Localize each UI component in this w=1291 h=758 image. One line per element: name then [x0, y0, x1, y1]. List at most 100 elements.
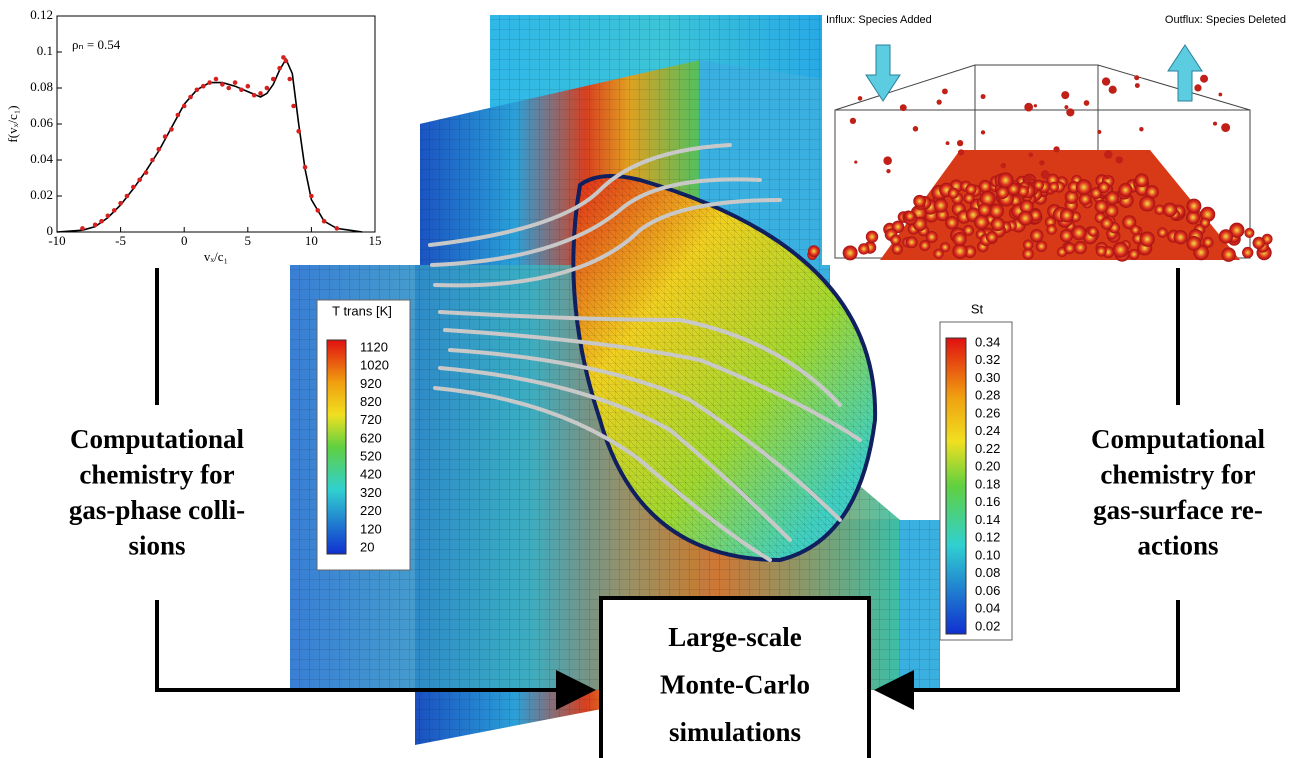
particle	[1018, 211, 1033, 226]
y-tick-label: 0.1	[37, 43, 53, 58]
data-point	[99, 219, 104, 224]
data-point	[252, 93, 257, 98]
data-point	[188, 95, 193, 100]
left-box-line: sions	[128, 531, 185, 561]
particle	[1221, 123, 1230, 132]
particle	[981, 130, 985, 134]
particle	[1064, 105, 1068, 109]
colorbar-label: 320	[360, 485, 382, 500]
particle	[1041, 170, 1050, 179]
particle	[1074, 241, 1087, 254]
data-point	[207, 80, 212, 85]
particle	[1242, 247, 1253, 258]
data-point	[169, 127, 174, 132]
particle	[854, 161, 857, 164]
particle	[1028, 152, 1033, 157]
particle	[1049, 182, 1059, 192]
data-point	[265, 86, 270, 91]
data-point	[309, 194, 314, 199]
x-tick-label: 10	[305, 233, 318, 248]
particle	[1023, 240, 1034, 251]
data-point	[287, 77, 292, 82]
data-point	[137, 178, 142, 183]
right-box-line: Computational	[1091, 424, 1266, 454]
particle	[934, 198, 948, 212]
colorbar-label: 420	[360, 467, 382, 482]
particle	[1036, 241, 1047, 252]
data-point	[296, 129, 301, 134]
particle	[1024, 103, 1033, 112]
colorbar-label: 1120	[360, 339, 388, 354]
y-tick-label: 0.08	[30, 79, 53, 94]
colorbar-label: 0.26	[975, 405, 1000, 420]
data-point	[335, 226, 340, 231]
outflux-label: Outflux: Species Deleted	[1165, 14, 1286, 26]
particle	[1046, 224, 1057, 235]
particle	[1105, 191, 1119, 205]
y-tick-label: 0.06	[30, 115, 53, 130]
particle	[946, 141, 950, 145]
data-point	[220, 82, 225, 87]
x-tick-label: 5	[245, 233, 252, 248]
particle	[1213, 122, 1217, 126]
particle	[1030, 229, 1043, 242]
particle	[1116, 156, 1123, 163]
particle	[991, 217, 1005, 231]
particle	[890, 235, 901, 246]
left-box-line: Computational	[70, 424, 245, 454]
data-point	[156, 147, 161, 152]
particle	[1033, 180, 1044, 191]
particle	[919, 240, 930, 251]
particle	[1060, 208, 1074, 222]
colorbar-label: 0.04	[975, 601, 1000, 616]
colorbar-label: 0.18	[975, 476, 1000, 491]
particle	[1186, 236, 1201, 251]
particle	[1102, 77, 1110, 85]
particle	[886, 169, 890, 173]
particle	[996, 186, 1009, 199]
data-point	[201, 84, 206, 89]
colorbar-label: 0.24	[975, 423, 1000, 438]
colorbar-label: 720	[360, 412, 382, 427]
center-box-line: Monte-Carlo	[660, 670, 810, 700]
x-tick-label: -5	[115, 233, 126, 248]
particle	[1097, 130, 1101, 134]
particle	[986, 231, 998, 243]
particle	[1194, 84, 1201, 91]
colorbar-label: 0.14	[975, 512, 1000, 527]
particle	[1130, 225, 1140, 235]
particle	[850, 118, 856, 124]
particle	[1140, 232, 1155, 247]
particle	[1200, 75, 1208, 83]
particle	[1071, 225, 1086, 240]
right-box-line: chemistry for	[1100, 460, 1255, 490]
colorbar-label: 220	[360, 503, 382, 518]
figure: -10-505101500.020.040.060.080.10.12vₓ/c₁…	[0, 0, 1291, 758]
y-tick-label: 0.02	[30, 187, 53, 202]
particle	[866, 231, 878, 243]
data-point	[271, 77, 276, 82]
annotation: ρₙ = 0.54	[72, 37, 121, 52]
particle	[1157, 227, 1168, 238]
colorbar-label: 0.28	[975, 388, 1000, 403]
particle-panel: Influx: Species Added Outflux: Species D…	[807, 0, 1291, 265]
y-tick-label: 0.04	[30, 151, 53, 166]
data-point	[182, 104, 187, 109]
colorbar-label: 0.20	[975, 459, 1000, 474]
data-point	[106, 214, 111, 219]
x-tick-label: 15	[369, 233, 382, 248]
particle	[966, 184, 977, 195]
data-point	[322, 219, 327, 224]
particle	[958, 149, 964, 155]
particle	[1105, 175, 1109, 179]
colorbar-label: 0.10	[975, 547, 1000, 562]
particle	[974, 215, 989, 230]
particle	[1039, 160, 1045, 166]
particle	[1096, 246, 1107, 257]
particle	[937, 99, 942, 104]
particle	[948, 188, 959, 199]
particle	[998, 172, 1014, 188]
colorbar-label: 1020	[360, 358, 389, 373]
particle	[1135, 83, 1140, 88]
